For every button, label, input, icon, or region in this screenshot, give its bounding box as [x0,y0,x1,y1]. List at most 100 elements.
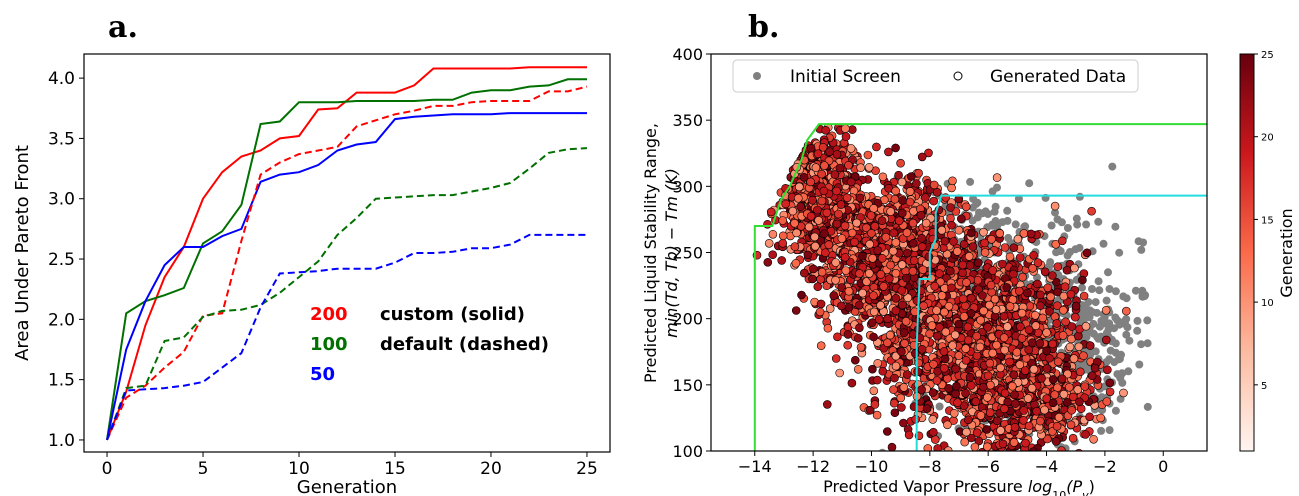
generated-point [830,170,840,179]
initial-point [1119,292,1128,301]
generated-point [1063,369,1072,379]
generated-point [1087,206,1096,216]
generated-point [1014,453,1022,461]
generated-point [894,216,904,226]
generated-point [972,331,982,341]
generated-point [983,393,992,402]
initial-point [878,448,887,451]
generated-point [873,358,883,368]
generated-point [932,306,941,315]
generated-point [930,281,940,291]
generated-point [948,176,957,186]
initial-point [988,221,997,230]
generated-point [1085,412,1094,422]
generated-point [1103,365,1112,375]
generated-point [1048,398,1058,408]
generated-point [804,222,814,232]
legend-generated-marker [953,71,963,81]
generated-point [1024,345,1033,355]
initial-point [1003,206,1012,215]
colorbar [1239,53,1255,452]
colorbar-tick-label: 25 [1261,50,1274,61]
generated-point [791,258,801,268]
generated-point [822,208,832,218]
generated-point [844,161,853,170]
generated-point [897,403,906,412]
generated-point [872,375,882,385]
generated-point [870,400,880,409]
generated-point [983,371,993,381]
generated-point [898,234,908,243]
generated-point [835,163,845,173]
initial-point [1122,330,1131,339]
generated-point [1048,339,1057,349]
generated-point [937,225,947,235]
generated-point [927,321,937,330]
initial-point [1138,286,1147,295]
initial-point [1072,214,1081,223]
initial-point [1021,222,1030,231]
generated-point [917,385,926,394]
generated-point [873,246,883,255]
generated-point [959,240,969,249]
generated-point [894,170,903,180]
generated-point [962,278,971,287]
generated-point [818,143,828,152]
generated-point [978,382,988,392]
generated-point [890,408,900,418]
generated-point [854,300,864,310]
generated-point [1019,415,1028,425]
generated-point [972,428,982,438]
generated-point [1005,302,1015,311]
generated-point [946,203,955,212]
generated-point [822,400,832,409]
generated-point [898,300,907,310]
generated-point [768,230,778,239]
generated-point [1037,373,1046,383]
initial-point [1120,317,1129,326]
generated-point [990,294,1000,304]
generated-point [790,242,800,251]
generated-point [796,202,806,211]
generated-point [890,373,899,383]
generated-point [1028,263,1037,273]
initial-point [1093,333,1102,342]
generated-point [928,415,938,424]
generated-point [958,294,968,304]
generated-point [829,291,839,300]
generated-point [1079,351,1088,361]
series-line-100-dashed [106,147,588,441]
generated-point [1089,434,1098,444]
generated-point [961,202,971,212]
generated-point [825,147,834,157]
generated-point [980,238,989,248]
generated-point [937,291,947,300]
initial-point [1108,162,1117,171]
initial-point [1097,426,1106,435]
generated-point [1075,397,1084,407]
generated-point [815,307,825,317]
generated-point [842,193,852,203]
chart-b-ylabel-line1: Predicted Liquid Stability Range, [641,123,660,383]
initial-point [1111,287,1120,296]
generated-point [1000,388,1010,398]
generated-point [891,361,901,371]
generated-point [1031,321,1041,331]
generated-point [844,303,854,312]
generated-point [1045,353,1054,363]
generated-point [975,342,985,352]
generated-point [954,225,964,235]
generated-point [869,307,879,317]
generated-point [1028,338,1037,348]
generated-point [803,250,813,260]
generated-point [1003,322,1012,331]
generated-point [890,194,900,204]
generated-point [948,341,957,350]
generated-point [840,221,850,231]
generated-point [1052,319,1061,328]
generated-point [820,161,829,170]
generated-point [925,329,934,339]
generated-point [868,253,877,263]
generated-point [992,173,1002,182]
generated-point [882,427,892,436]
